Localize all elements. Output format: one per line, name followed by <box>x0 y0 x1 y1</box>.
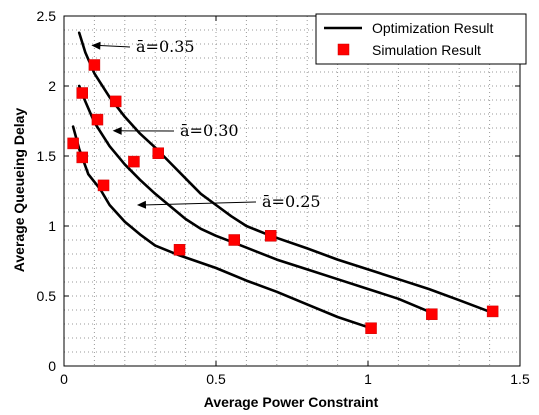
annotation-label: ā=0.25 <box>262 192 321 211</box>
series-line-3 <box>71 125 373 330</box>
y-tick-label: 0 <box>48 358 56 374</box>
simulation-point <box>264 230 277 242</box>
simulation-point <box>152 147 164 159</box>
plot-frame <box>63 15 521 367</box>
simulation-point <box>76 87 88 99</box>
legend: Optimization Result Simulation Result <box>315 13 527 65</box>
y-tick-label: 2 <box>48 78 56 94</box>
grid-layer <box>64 16 520 366</box>
annotation-label: ā=0.30 <box>180 121 239 140</box>
simulation-point <box>365 322 377 334</box>
simulation-point <box>76 151 88 164</box>
y-axis-title: Average Queueing Delay <box>11 108 27 273</box>
x-tick-label: 0.5 <box>206 371 226 387</box>
tick-layer: 0 0.5 1 1.5 0 0.5 1 1.5 2 2.5 <box>37 8 530 387</box>
annotation-label: ā=0.35 <box>136 37 195 56</box>
y-tick-label: 2.5 <box>37 8 57 24</box>
marker-layer <box>67 59 499 334</box>
legend-label-optimization: Optimization Result <box>372 20 493 36</box>
x-tick-label: 0 <box>60 371 68 387</box>
series-line-2 <box>77 84 434 315</box>
simulation-point <box>173 244 186 256</box>
simulation-point <box>128 155 140 168</box>
annotation-arrowhead <box>112 126 122 135</box>
annotation-arrowhead <box>91 41 101 50</box>
x-tick-label: 1 <box>364 371 372 387</box>
simulation-point <box>228 234 240 246</box>
annotation-arrow-line <box>142 201 257 206</box>
annotation-layer: ā=0.35 ā=0.30 ā=0.25 <box>91 37 321 211</box>
simulation-point <box>426 308 438 320</box>
annotation-arrow-line <box>97 44 131 48</box>
simulation-point <box>91 113 104 126</box>
simulation-point <box>88 59 101 71</box>
curve-layer <box>71 31 494 330</box>
y-tick-label: 1 <box>48 218 56 234</box>
annotation-arrowhead <box>136 200 147 209</box>
simulation-point <box>109 95 122 108</box>
simulation-point <box>97 179 110 192</box>
series-line-1 <box>77 31 494 315</box>
y-tick-label: 1.5 <box>37 148 57 164</box>
simulation-point <box>486 305 499 318</box>
legend-box <box>315 13 527 65</box>
legend-label-simulation: Simulation Result <box>372 42 481 58</box>
legend-marker-swatch <box>337 43 350 56</box>
simulation-point <box>67 137 79 150</box>
y-tick-label: 0.5 <box>37 288 57 304</box>
x-tick-label: 1.5 <box>510 371 530 387</box>
x-axis-title: Average Power Constraint <box>204 394 379 410</box>
